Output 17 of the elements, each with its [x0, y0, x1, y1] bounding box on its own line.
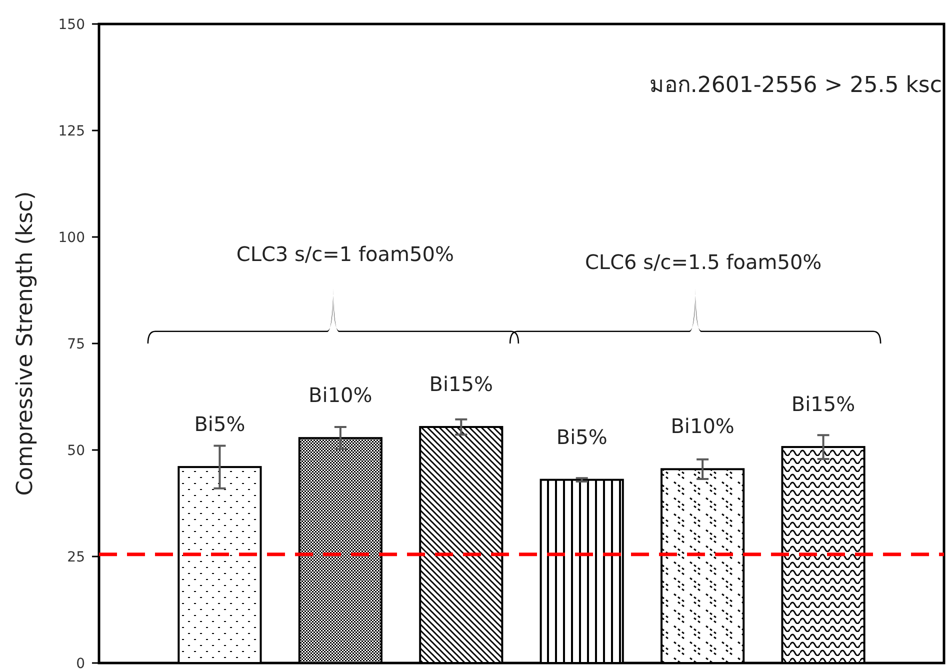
y-tick-label: 125 — [58, 124, 85, 140]
annotation: Bi10% — [308, 383, 372, 408]
annotation: CLC6 s/c=1.5 foam50% — [584, 250, 822, 274]
y-tick-label: 100 — [58, 230, 85, 246]
annotation: Bi5% — [194, 412, 246, 436]
y-axis-title: Compressive Strength (ksc) — [13, 191, 38, 496]
y-tick-label: 150 — [58, 17, 85, 33]
y-tick-label: 75 — [67, 336, 85, 352]
y-tick-label: 0 — [76, 656, 85, 669]
annotation: Bi10% — [670, 414, 734, 438]
y-tick-label: 50 — [67, 443, 85, 459]
annotation: CLC3 s/c=1 foam50% — [236, 242, 454, 266]
annotation: Bi5% — [556, 424, 608, 449]
annotation: Bi15% — [429, 372, 494, 396]
y-tick-label: 25 — [67, 550, 85, 566]
annotation: Bi15% — [791, 392, 856, 416]
annotation: มอก.2601-2556 > 25.5 ksc — [649, 73, 942, 98]
